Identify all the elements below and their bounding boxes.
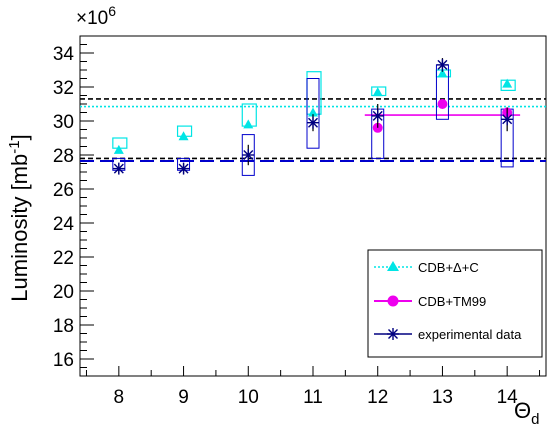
x-axis-title: Θd xyxy=(514,398,539,428)
axes: 16 18 20 22 24 26 28 30 32 34 8 9 10 11 12 13 14 xyxy=(53,35,541,408)
triangle-marker xyxy=(243,119,254,129)
star-marker xyxy=(177,162,190,175)
y-tick-label: 28 xyxy=(53,146,74,167)
theory-systematic-box xyxy=(500,79,516,91)
legend-entry-cdb-delta-c: CDB+Δ+C xyxy=(374,260,479,275)
triangle-marker xyxy=(437,68,448,78)
legend-marker-circle xyxy=(387,295,399,307)
y-tick-label: 16 xyxy=(53,350,74,371)
star-marker xyxy=(242,149,255,161)
y-tick-label: 24 xyxy=(53,214,75,235)
y-tick-label: 22 xyxy=(53,248,74,269)
legend-label-cdb-tm99: CDB+TM99 xyxy=(418,294,486,309)
triangle-marker xyxy=(308,107,318,117)
star-marker xyxy=(371,109,384,122)
triangle-marker xyxy=(178,131,189,141)
star-stroke xyxy=(243,150,254,160)
circle-marker xyxy=(437,99,448,109)
y-tick-label: 18 xyxy=(53,316,74,337)
triangle-marker xyxy=(502,78,513,88)
x-tick-label: 10 xyxy=(238,387,259,408)
legend-entry-experimental: experimental data xyxy=(374,327,522,342)
y-axis-title: Luminosity [mb-1] xyxy=(6,134,32,301)
legend-marker-star xyxy=(387,328,399,340)
legend-entry-cdb-tm99: CDB+TM99 xyxy=(374,294,486,309)
legend-label-cdb-delta-c: CDB+Δ+C xyxy=(418,260,479,275)
star-marker xyxy=(112,162,125,175)
data-points xyxy=(112,58,514,175)
triangle-marker xyxy=(372,87,383,97)
star-stroke xyxy=(437,59,448,70)
legend-marker-triangle xyxy=(387,261,399,271)
star-marker xyxy=(501,113,514,126)
y-tick-label: 32 xyxy=(53,78,74,99)
experimental-systematic-box xyxy=(306,78,320,149)
x-tick-label: 11 xyxy=(303,387,323,408)
triangle-marker xyxy=(113,144,124,154)
star-marker xyxy=(436,58,449,71)
legend-label-experimental: experimental data xyxy=(418,327,522,342)
legend: CDB+Δ+C CDB+TM99 experimental data xyxy=(367,249,543,358)
x-tick-label: 13 xyxy=(432,387,453,408)
x-tick-label: 12 xyxy=(367,387,388,408)
star-marker xyxy=(307,116,319,129)
x-tick-label: 9 xyxy=(178,387,189,408)
theory-systematic-box xyxy=(112,137,128,149)
x-tick-label: 8 xyxy=(114,387,125,408)
star-stroke xyxy=(372,110,383,121)
star-stroke xyxy=(178,163,189,174)
y-axis-exponent: ×106 xyxy=(76,3,116,29)
y-tick-label: 20 xyxy=(53,282,74,303)
y-tick-label: 26 xyxy=(53,180,74,201)
star-stroke xyxy=(502,114,513,125)
y-tick-label: 30 xyxy=(53,112,74,133)
y-axis-exponent-power: 6 xyxy=(108,3,116,19)
star-stroke xyxy=(113,163,124,174)
star-stroke xyxy=(308,117,318,128)
y-tick-label: 34 xyxy=(53,44,75,65)
x-tick-label: 14 xyxy=(497,387,519,408)
reference-lines xyxy=(80,98,546,162)
